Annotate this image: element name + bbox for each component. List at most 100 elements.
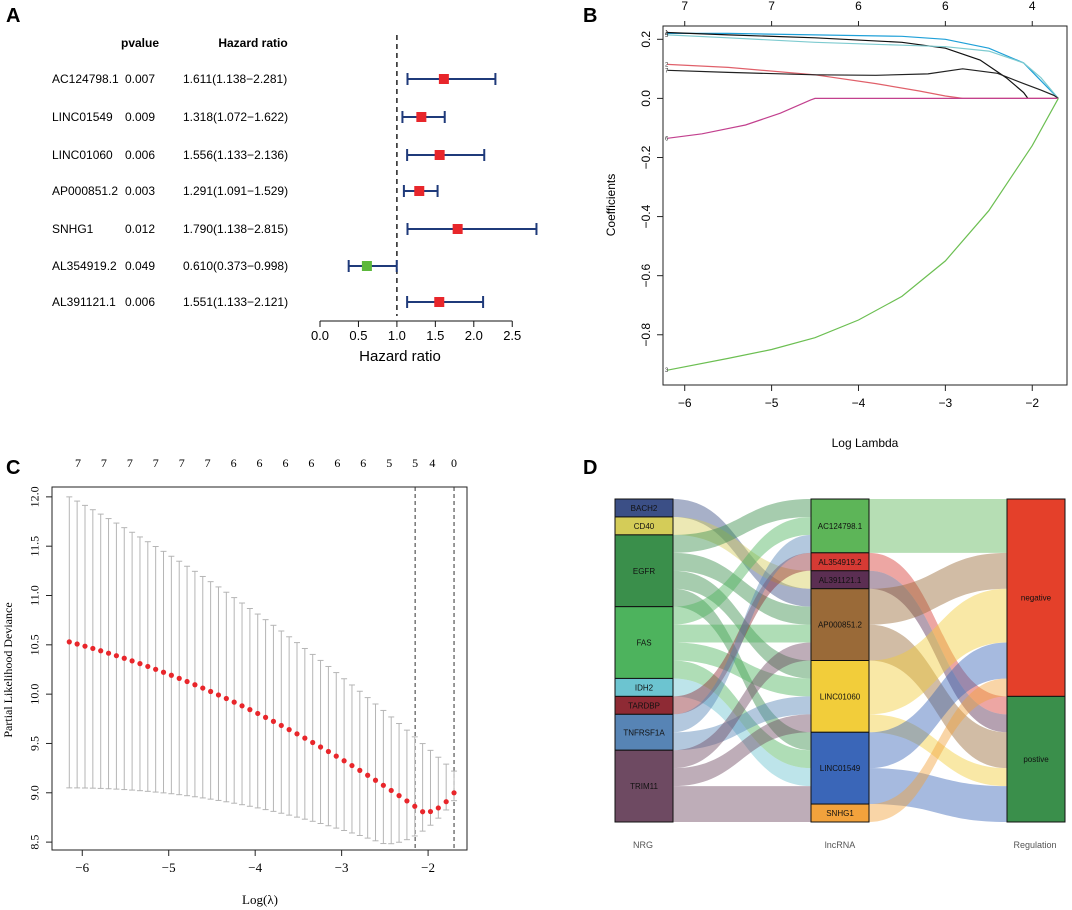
forest-hr-marker	[414, 186, 425, 196]
cv-mean-point	[184, 678, 190, 685]
coef-path-label: 5	[665, 33, 669, 39]
cv-mean-point	[105, 650, 112, 656]
sankey-link-nrg-lncrna	[673, 642, 811, 697]
coef-path-3	[667, 98, 1059, 371]
coef-plot-frame	[662, 25, 1068, 386]
sankey-link-nrg-lncrna	[673, 499, 811, 607]
sankey-node-label: SNHG1	[826, 809, 854, 818]
cv-mean-point	[145, 663, 151, 670]
cv-top-tick-label: 0	[451, 456, 457, 470]
sankey-link-lncrna-regulation	[869, 570, 1007, 733]
cv-mean-point	[239, 703, 245, 709]
cv-y-tick-label: 11.5	[28, 536, 42, 557]
sankey-node-label: BACH2	[631, 504, 658, 513]
cv-mean-point	[317, 744, 324, 750]
cv-mean-point	[349, 762, 355, 769]
cv-mean-point	[310, 739, 316, 746]
panel-label-a: A	[6, 5, 20, 27]
cv-top-tick-label: 4	[429, 456, 435, 470]
sankey-link-nrg-lncrna	[673, 534, 811, 733]
coef-path-label: 4	[665, 31, 669, 37]
sankey-link-nrg-lncrna	[673, 570, 811, 679]
cv-top-tick-label: 7	[101, 456, 107, 470]
cv-top-tick-label: 6	[308, 456, 314, 470]
forest-gene-label: AL391121.1	[52, 295, 116, 309]
sankey-link-nrg-lncrna	[673, 786, 811, 805]
cv-mean-point	[420, 809, 426, 815]
cv-mean-point	[247, 707, 253, 713]
forest-gene-label: AL354919.2	[52, 259, 117, 273]
cv-top-tick-label: 6	[360, 456, 366, 470]
cv-plot-frame	[51, 486, 468, 851]
sankey-link-nrg-lncrna	[673, 678, 811, 787]
cv-mean-point	[333, 753, 339, 759]
sankey-link-nrg-lncrna	[673, 660, 811, 769]
sankey-link-lncrna-regulation	[869, 714, 1007, 787]
sankey-node-mid	[810, 498, 870, 554]
coef-y-tick-label: −0.6	[639, 264, 653, 288]
cv-x-tick-label: −2	[421, 860, 435, 875]
sankey-link-lncrna-regulation	[869, 588, 1007, 715]
cv-mean-point	[66, 639, 72, 645]
cv-y-tick-label: 8.5	[28, 835, 42, 850]
coef-x-tick-label: −3	[939, 396, 953, 410]
cv-mean-point	[302, 735, 308, 741]
forest-hr-marker	[416, 112, 427, 122]
cv-top-tick-label: 7	[153, 456, 159, 470]
forest-x-tick-label: 0.0	[311, 328, 329, 343]
cv-top-tick-label: 7	[205, 456, 211, 470]
cv-x-tick-label: −3	[335, 860, 349, 875]
cv-top-tick-label: 7	[127, 456, 133, 470]
sankey-col-lncrna: lncRNA	[825, 840, 856, 850]
cv-mean-point	[372, 777, 379, 783]
sankey-node-label: TRIM11	[630, 782, 658, 791]
sankey-link-nrg-lncrna	[673, 696, 811, 751]
cv-mean-point	[294, 731, 300, 737]
sankey-node-left	[614, 606, 674, 679]
forest-x-tick-label: 1.5	[426, 328, 444, 343]
coef-path-2	[667, 63, 1059, 100]
cv-mean-point	[208, 688, 214, 695]
sankey-link-nrg-lncrna	[673, 624, 811, 643]
coef-path-label: 6	[665, 136, 669, 142]
coef-ylabel: Coefficients	[604, 174, 618, 236]
coef-top-tick-label: 4	[1029, 0, 1036, 13]
forest-hr-marker	[361, 261, 372, 271]
cv-mean-point	[160, 669, 167, 675]
sankey-node-label: TNFRSF1A	[623, 728, 665, 737]
cv-top-tick-label: 6	[231, 456, 237, 470]
coef-path-5	[667, 34, 1059, 99]
cv-mean-point	[137, 661, 143, 667]
sankey-node-label: AL391121.1	[819, 576, 862, 585]
sankey-col-regulation: Regulation	[1013, 840, 1056, 850]
cv-y-tick-label: 10.0	[28, 684, 42, 705]
cv-mean-point	[365, 772, 371, 778]
cv-mean-point	[443, 799, 449, 805]
forest-gene-label: AC124798.1	[52, 72, 119, 86]
cv-mean-point	[200, 685, 206, 691]
panel-label-b: B	[583, 5, 597, 27]
panel-label-c: C	[6, 457, 20, 479]
cv-top-tick-label: 7	[75, 456, 81, 470]
cv-top-tick-label: 6	[282, 456, 288, 470]
sankey-col-nrg: NRG	[633, 840, 653, 850]
cv-top-tick-label: 5	[412, 456, 418, 470]
cv-y-tick-label: 11.0	[28, 585, 42, 606]
forest-hr-text: 1.790(1.138−2.815)	[183, 222, 288, 236]
sankey-link-nrg-lncrna	[673, 552, 811, 715]
sankey-link-nrg-lncrna	[673, 516, 811, 589]
forest-x-tick-label: 2.0	[465, 328, 483, 343]
sankey-node-label: TARDBP	[628, 701, 660, 710]
coef-path-6	[667, 97, 1059, 139]
sankey-node-label: negative	[1021, 594, 1052, 603]
cv-top-tick-label: 5	[386, 456, 392, 470]
sankey-node-label: LINC01060	[820, 692, 861, 701]
sankey-node-label: AC124798.1	[818, 522, 863, 531]
forest-plot: pvalue Hazard ratio AC124798.1 0.007 1.611…	[52, 35, 538, 365]
coef-top-tick-label: 7	[768, 0, 775, 13]
sankey-node-label: LINC01549	[820, 764, 861, 773]
sankey-node-mid	[810, 588, 870, 662]
forest-hr-text: 1.556(1.133−2.136)	[183, 148, 288, 162]
sankey-node-label: CD40	[634, 522, 655, 531]
